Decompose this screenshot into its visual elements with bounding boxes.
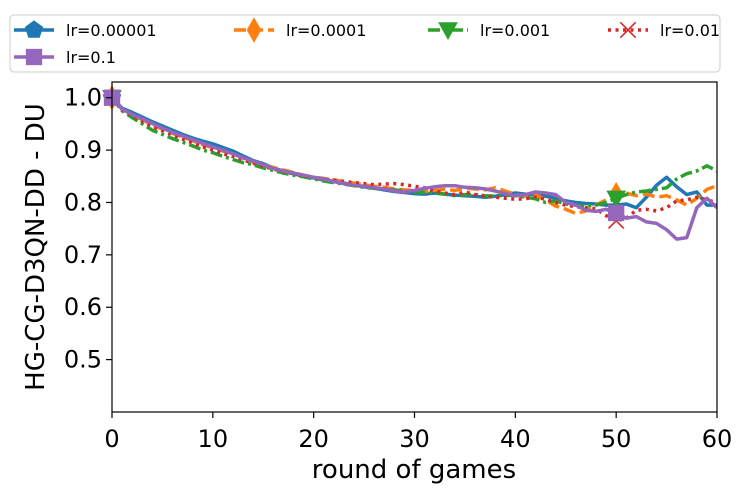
x-tick-label: 30 bbox=[399, 425, 430, 453]
series-group bbox=[112, 96, 717, 241]
axis-ticks: 0 10 20 30 40 50 60 0.5 0.6 0.7 0.8 0.9 1.0 bbox=[64, 84, 732, 453]
x-tick-label: 20 bbox=[298, 425, 329, 453]
legend-label-2: lr=0.0001 bbox=[286, 21, 366, 40]
plot-frame bbox=[111, 81, 718, 413]
series-line-4 bbox=[112, 96, 717, 223]
x-tick-label: 50 bbox=[601, 425, 632, 453]
y-tick-label: 1.0 bbox=[64, 84, 102, 112]
legend-label-1: lr=0.00001 bbox=[66, 21, 157, 40]
legend-marker-1 bbox=[24, 20, 44, 38]
legend-marker-5 bbox=[25, 48, 43, 66]
y-tick-label: 0.8 bbox=[64, 188, 102, 216]
y-tick-label: 0.7 bbox=[64, 241, 102, 269]
series-marker-3 bbox=[606, 190, 627, 209]
legend-marker-4 bbox=[619, 21, 637, 39]
x-tick-label: 60 bbox=[702, 425, 733, 453]
legend-label-3: lr=0.001 bbox=[480, 21, 550, 40]
legend-marker-2 bbox=[246, 17, 262, 43]
marker-group bbox=[102, 85, 627, 230]
y-tick-label: 0.6 bbox=[64, 293, 102, 321]
y-tick-label: 0.5 bbox=[64, 346, 102, 374]
series-marker-5 bbox=[608, 204, 625, 222]
legend: lr=0.00001 lr=0.0001 lr=0.001 lr=0.01 lr=0.1 bbox=[9, 14, 721, 73]
legend-box bbox=[9, 14, 721, 73]
x-tick-label: 0 bbox=[104, 425, 119, 453]
y-tick-label: 0.9 bbox=[64, 136, 102, 164]
x-tick-label: 10 bbox=[198, 425, 229, 453]
y-axis-label: HG-CG-D3QN-DD - DU bbox=[21, 103, 51, 391]
series-line-5 bbox=[112, 96, 717, 241]
legend-marker-3 bbox=[438, 22, 458, 41]
legend-label-4: lr=0.01 bbox=[660, 21, 720, 40]
x-axis-label: round of games bbox=[312, 455, 516, 485]
legend-label-5: lr=0.1 bbox=[66, 48, 116, 67]
x-tick-label: 40 bbox=[500, 425, 531, 453]
